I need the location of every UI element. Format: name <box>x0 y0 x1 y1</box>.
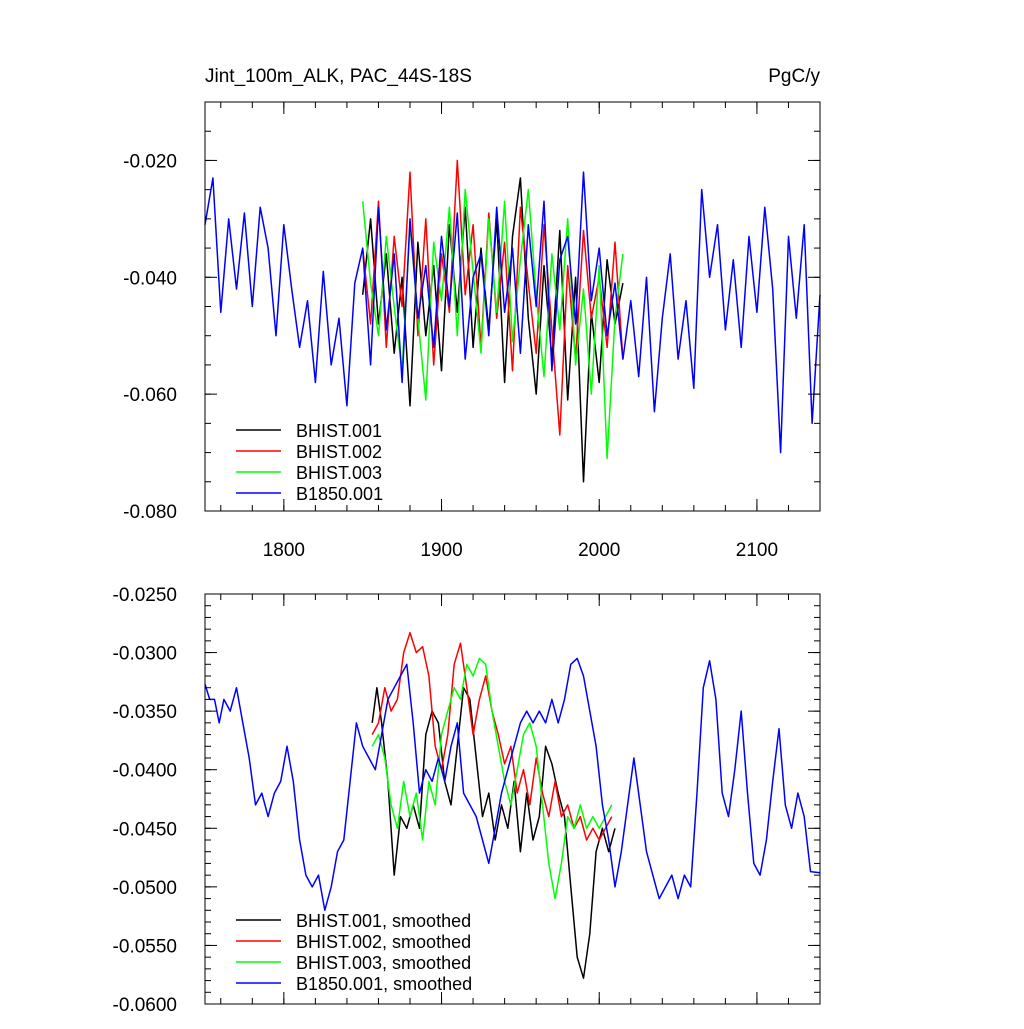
bottom-y-tick-label: -0.0600 <box>113 995 177 1016</box>
bottom-y-tick-label: -0.0250 <box>113 585 177 606</box>
bottom-legend-label-bhist-001-smoothed: BHIST.001, smoothed <box>296 911 471 931</box>
top-x-tick-label: 1800 <box>263 540 305 561</box>
bottom-y-tick-label: -0.0500 <box>113 878 177 899</box>
top-title: Jint_100m_ALK, PAC_44S-18S <box>205 66 472 87</box>
top-y-tick-label: -0.080 <box>123 502 177 523</box>
top-legend-label-bhist-001: BHIST.001 <box>296 421 382 441</box>
top-series-bhist-001 <box>361 177 624 483</box>
bottom-legend-label-bhist-002-smoothed: BHIST.002, smoothed <box>296 932 471 952</box>
top-y-tick-label: -0.040 <box>123 268 177 289</box>
bottom-plot-frame <box>204 593 821 1005</box>
top-series-b1850-001 <box>204 171 821 454</box>
bottom-legend-label-bhist-003-smoothed: BHIST.003, smoothed <box>296 953 471 973</box>
bottom-y-tick-label: -0.0400 <box>113 761 177 782</box>
bottom-y-tick-label: -0.0550 <box>113 936 177 957</box>
bottom-y-tick-label: -0.0450 <box>113 819 177 840</box>
top-series-group <box>204 159 821 483</box>
top-y-tick-label: -0.020 <box>123 151 177 172</box>
bottom-series-group <box>204 631 821 979</box>
top-y-tick-label: -0.060 <box>123 385 177 406</box>
bottom-y-tick-label: -0.0350 <box>113 702 177 723</box>
top-legend-label-b1850-001: B1850.001 <box>296 484 383 504</box>
top-x-tick-label: 2000 <box>578 540 620 561</box>
top-legend-label-bhist-003: BHIST.003 <box>296 463 382 483</box>
bottom-y-tick-label: -0.0300 <box>113 644 177 665</box>
bottom-series-b1850-001-smoothed <box>204 657 821 912</box>
top-x-tick-label: 2100 <box>736 540 778 561</box>
bottom-series-bhist-003-smoothed <box>371 657 613 900</box>
bottom-legend-label-b1850-001-smoothed: B1850.001, smoothed <box>296 974 472 994</box>
top-x-tick-label: 1900 <box>420 540 462 561</box>
bottom-ticks-group: -0.0600 -0.0550 -0.0500 -0.0450 -0.0400 -0.03… <box>113 585 821 1016</box>
top-panel: Jint_100m_ALK, PAC_44S-18S PgC/y -0.080-… <box>123 66 821 561</box>
bottom-panel: -0.0600 -0.0550 -0.0500 -0.0450 -0.0400 -0.03… <box>113 585 821 1016</box>
top-units: PgC/y <box>768 66 820 87</box>
top-legend-label-bhist-002: BHIST.002 <box>296 442 382 462</box>
top-ticks-group: -0.080 -0.060 -0.040 -0.020 1800 1900 2000 2100 <box>123 101 821 561</box>
